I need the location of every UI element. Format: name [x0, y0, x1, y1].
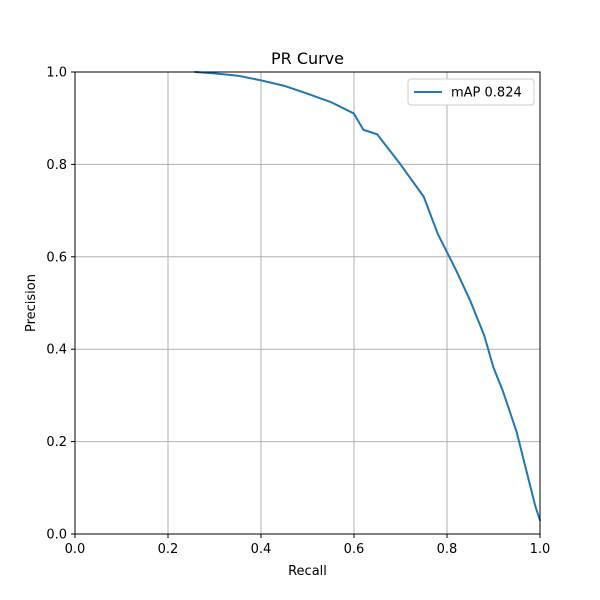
chart-title: PR Curve — [271, 49, 344, 68]
x-tick-label: 0.6 — [344, 542, 365, 557]
series-layer — [193, 71, 541, 522]
plot-frame — [74, 71, 541, 535]
y-tick-label: 0.0 — [46, 528, 67, 543]
legend-label: mAP 0.824 — [451, 86, 522, 101]
x-tick-label: 0.8 — [437, 542, 458, 557]
axis-ticks: 0.0 0.2 0.4 0.6 0.8 1.0 0.0 0.2 0.4 0.6 0.8 1.0 — [46, 66, 550, 558]
pr-series-line — [193, 71, 541, 522]
y-tick-label: 0.2 — [46, 435, 67, 450]
legend: mAP 0.824 — [407, 78, 535, 106]
x-tick-label: 1.0 — [530, 542, 551, 557]
x-axis-label: Recall — [288, 564, 327, 579]
x-tick-label: 0.4 — [251, 542, 272, 557]
y-tick-label: 1.0 — [46, 66, 67, 81]
legend-box — [407, 78, 535, 106]
y-tick-label: 0.6 — [46, 250, 67, 265]
y-tick-label: 0.8 — [46, 158, 67, 173]
y-tick-label: 0.4 — [46, 343, 67, 358]
x-tick-label: 0.0 — [65, 542, 86, 557]
y-axis-label: Precision — [24, 274, 39, 332]
x-tick-label: 0.2 — [158, 542, 179, 557]
